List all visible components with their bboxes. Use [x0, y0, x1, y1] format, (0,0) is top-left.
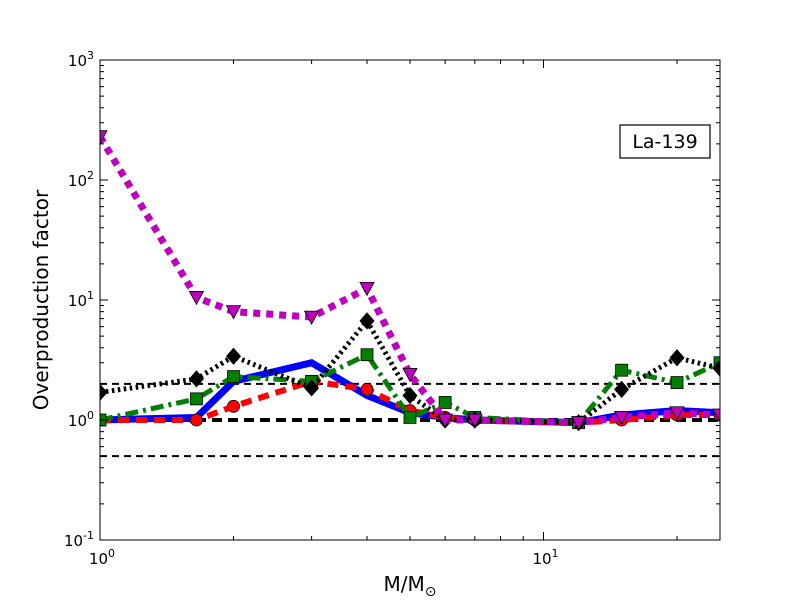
- data-point-triangle: [359, 281, 375, 297]
- data-point-circle: [227, 399, 240, 413]
- data-point-circle: [360, 382, 374, 396]
- annotation-box-frame: [619, 124, 711, 159]
- data-point-square: [190, 392, 203, 406]
- series-layer: [100, 130, 720, 432]
- y-tick-label: 103: [68, 49, 94, 70]
- series-5: [100, 130, 720, 431]
- y-axis-label: Overproduction factor: [29, 189, 53, 410]
- data-point-triangle: [100, 130, 108, 145]
- data-point-triangle: [712, 408, 720, 423]
- data-point-square: [670, 376, 684, 389]
- data-point-square: [615, 363, 629, 377]
- x-tick-label: 101: [532, 547, 558, 568]
- data-point-triangle: [188, 291, 205, 306]
- data-point-circle: [190, 413, 203, 427]
- data-point-diamond: [712, 359, 720, 377]
- annotation-label: La-139: [632, 131, 697, 153]
- data-point-triangle: [669, 406, 685, 421]
- data-point-square: [438, 396, 452, 409]
- data-point-diamond: [225, 347, 242, 365]
- data-point-square: [227, 370, 240, 383]
- data-point-diamond: [359, 312, 375, 330]
- annotation-box: La-139: [619, 124, 711, 159]
- data-point-diamond: [100, 383, 108, 401]
- x-axis-label: M/M⊙: [384, 572, 437, 600]
- data-point-diamond: [188, 370, 204, 388]
- data-point-diamond: [304, 379, 320, 397]
- data-point-triangle: [303, 310, 320, 325]
- data-point-triangle: [570, 416, 587, 431]
- series-line: [100, 316, 720, 426]
- y-tick-label: 102: [68, 169, 94, 190]
- x-axis-label-subscript: ⊙: [425, 584, 437, 600]
- data-point-triangle: [225, 305, 242, 320]
- x-tick-label: 100: [89, 547, 115, 568]
- series-line: [100, 134, 720, 427]
- data-point-square: [360, 348, 374, 362]
- data-point-diamond: [614, 380, 630, 398]
- data-point-triangle: [402, 367, 418, 383]
- y-tick-label: 101: [68, 289, 94, 310]
- data-point-square: [403, 411, 417, 424]
- y-tick-label: 10-1: [64, 529, 94, 550]
- data-point-triangle: [613, 411, 630, 426]
- data-point-triangle: [467, 413, 483, 428]
- data-point-triangle: [437, 413, 453, 428]
- x-axis-label-main: M/M: [384, 572, 425, 596]
- y-tick-label: 100: [68, 409, 94, 430]
- data-point-diamond: [402, 386, 418, 405]
- data-point-diamond: [669, 349, 685, 367]
